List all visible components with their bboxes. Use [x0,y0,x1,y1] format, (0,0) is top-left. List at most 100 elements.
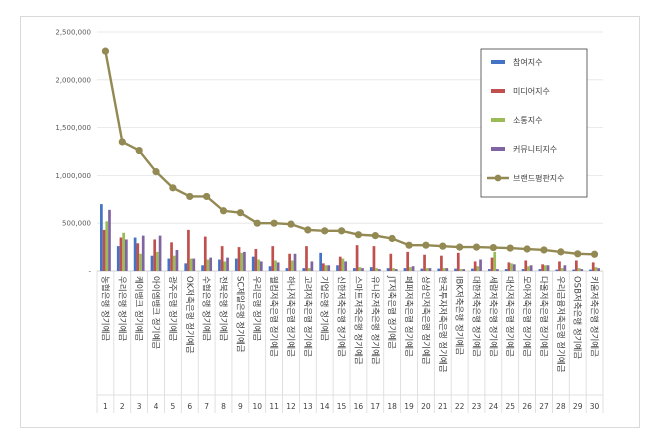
bar [310,261,314,271]
bar [203,236,207,271]
bar [471,268,474,271]
bar [420,268,424,271]
index-label: 8 [221,402,226,411]
bar [327,265,331,271]
line-point [557,248,565,256]
y-tick-label: 2,000,000 [55,76,91,84]
bar [459,269,463,271]
bar [524,260,528,271]
category-label: 신한저축은행 정기예금 [336,276,347,357]
bar [240,252,244,271]
bar [563,265,567,271]
line-point [388,234,396,243]
line-point [236,209,244,217]
bar [322,263,325,271]
index-label: 26 [522,402,532,411]
category-label: 키움저축은행 정기예금 [589,276,600,357]
bar [543,265,547,271]
index-label: 15 [337,402,347,411]
line-point [118,138,126,146]
bar [116,246,120,271]
legend-swatch [491,147,505,151]
category-label: 고려저축은행 정기예금 [302,276,313,357]
line-point [540,246,548,254]
bar [254,249,258,271]
legend-label: 소통지수 [513,116,542,125]
bar [319,252,322,271]
bar [189,258,193,271]
bar [324,265,328,271]
chart-frame: - 500,000 1,000,000 1,500,000 2,000,000 2,500… [20,16,640,428]
category-label: OK저축은행 정기예금 [184,276,195,354]
index-label: 6 [187,402,192,411]
line-point [270,219,278,227]
bar [259,261,263,271]
bar [156,251,159,271]
bar [251,256,255,271]
bar [425,268,429,271]
bar [378,269,381,271]
category-label: 세람저축은행 정기예금 [487,276,498,357]
bar [167,258,171,271]
category-label: 아이엠뱅크 정기예금 [150,276,161,349]
bar [538,269,542,271]
category-label: 광주은행 정기예금 [167,276,178,341]
index-label: 25 [505,402,515,411]
y-tick-label: 1,500,000 [55,124,91,132]
category-label: 유니온저축은행 정기예금 [369,276,380,365]
bar [187,229,190,271]
bar [150,255,154,271]
line-point [203,192,211,201]
index-label: 16 [354,402,364,411]
bar [423,254,426,271]
index-label: 21 [438,402,448,411]
bar [336,265,339,271]
bar [580,269,584,271]
bar [125,239,128,271]
bar [454,268,457,271]
line-point [590,250,599,258]
bar [589,269,592,271]
bar [529,265,533,271]
index-label: 9 [238,402,243,411]
chart-svg: - 500,000 1,000,000 1,500,000 2,000,000 2,500… [55,29,604,413]
bar [445,268,449,271]
bar [307,268,311,271]
bar [234,258,238,271]
bar [577,268,581,271]
bar [375,268,378,271]
index-label: 29 [573,402,583,411]
bar [302,268,306,271]
bar [271,246,275,271]
bar [288,253,291,271]
line-point [337,227,346,235]
bar [504,269,508,271]
bar [510,263,513,271]
bar [102,229,106,271]
line-point [472,243,481,251]
bar [490,257,494,271]
bar [355,245,359,271]
line-point [287,220,295,228]
bar [201,265,204,271]
category-label: 기업은행 정기예금 [319,276,330,341]
index-label: 28 [556,402,566,411]
line-point [186,192,194,201]
index-label: 17 [371,402,381,411]
line-point [152,167,160,176]
index-label: 5 [171,402,176,411]
index-label: 23 [472,402,482,411]
bar [192,258,196,271]
bar [153,239,157,271]
bar [136,243,140,271]
category-label: JT저축은행 정기예금 [386,275,397,349]
category-label: 우리금융저축은행 정기예금 [555,276,566,373]
bar [353,268,356,271]
line-point [135,146,143,155]
category-label: 다올저축은행 정기예금 [538,276,549,357]
legend-swatch [491,118,505,122]
index-label: 13 [303,402,313,411]
bar [100,204,103,271]
line-point [219,207,228,215]
bar [440,255,443,271]
